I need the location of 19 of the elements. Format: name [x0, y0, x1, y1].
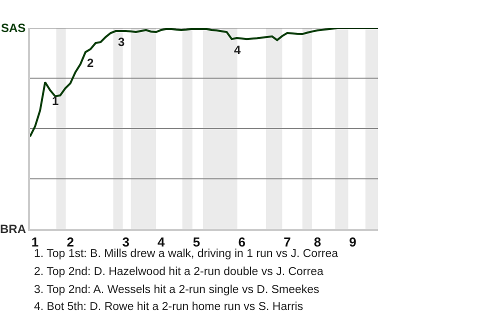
text: 4. Bot 5th: D. Rowe hit a 2-run home run vs S. Harris [34, 301, 304, 313]
x-tick-label: 7 [284, 234, 291, 250]
annotation: 2 [87, 56, 94, 70]
x-tick-label: 2 [66, 234, 74, 250]
text: 2. Top 2nd: D. Hazelwood hit a 2-run double vs J. Correa [34, 266, 324, 278]
annotation: 1 [52, 94, 59, 108]
x-tick-label: 4 [158, 234, 166, 250]
text: 3. Top 2nd: A. Wessels hit a 2-run single vs D. Smeekes [34, 284, 320, 296]
annotation: 3 [118, 35, 125, 49]
x-tick-label: 5 [192, 234, 200, 250]
text: SAS [1, 21, 26, 35]
x-tick-label: 6 [238, 234, 246, 250]
annotation: 4 [234, 43, 241, 57]
text: BRA [0, 222, 26, 236]
text: 1. Top 1st: B. Mills drew a walk, driving in 1 run vs J. Correa [34, 248, 339, 260]
x-tick-label: 9 [349, 234, 356, 250]
x-tick-label: 8 [314, 234, 322, 250]
x-tick-label: 3 [122, 234, 130, 250]
x-tick-label: 1 [31, 234, 39, 250]
